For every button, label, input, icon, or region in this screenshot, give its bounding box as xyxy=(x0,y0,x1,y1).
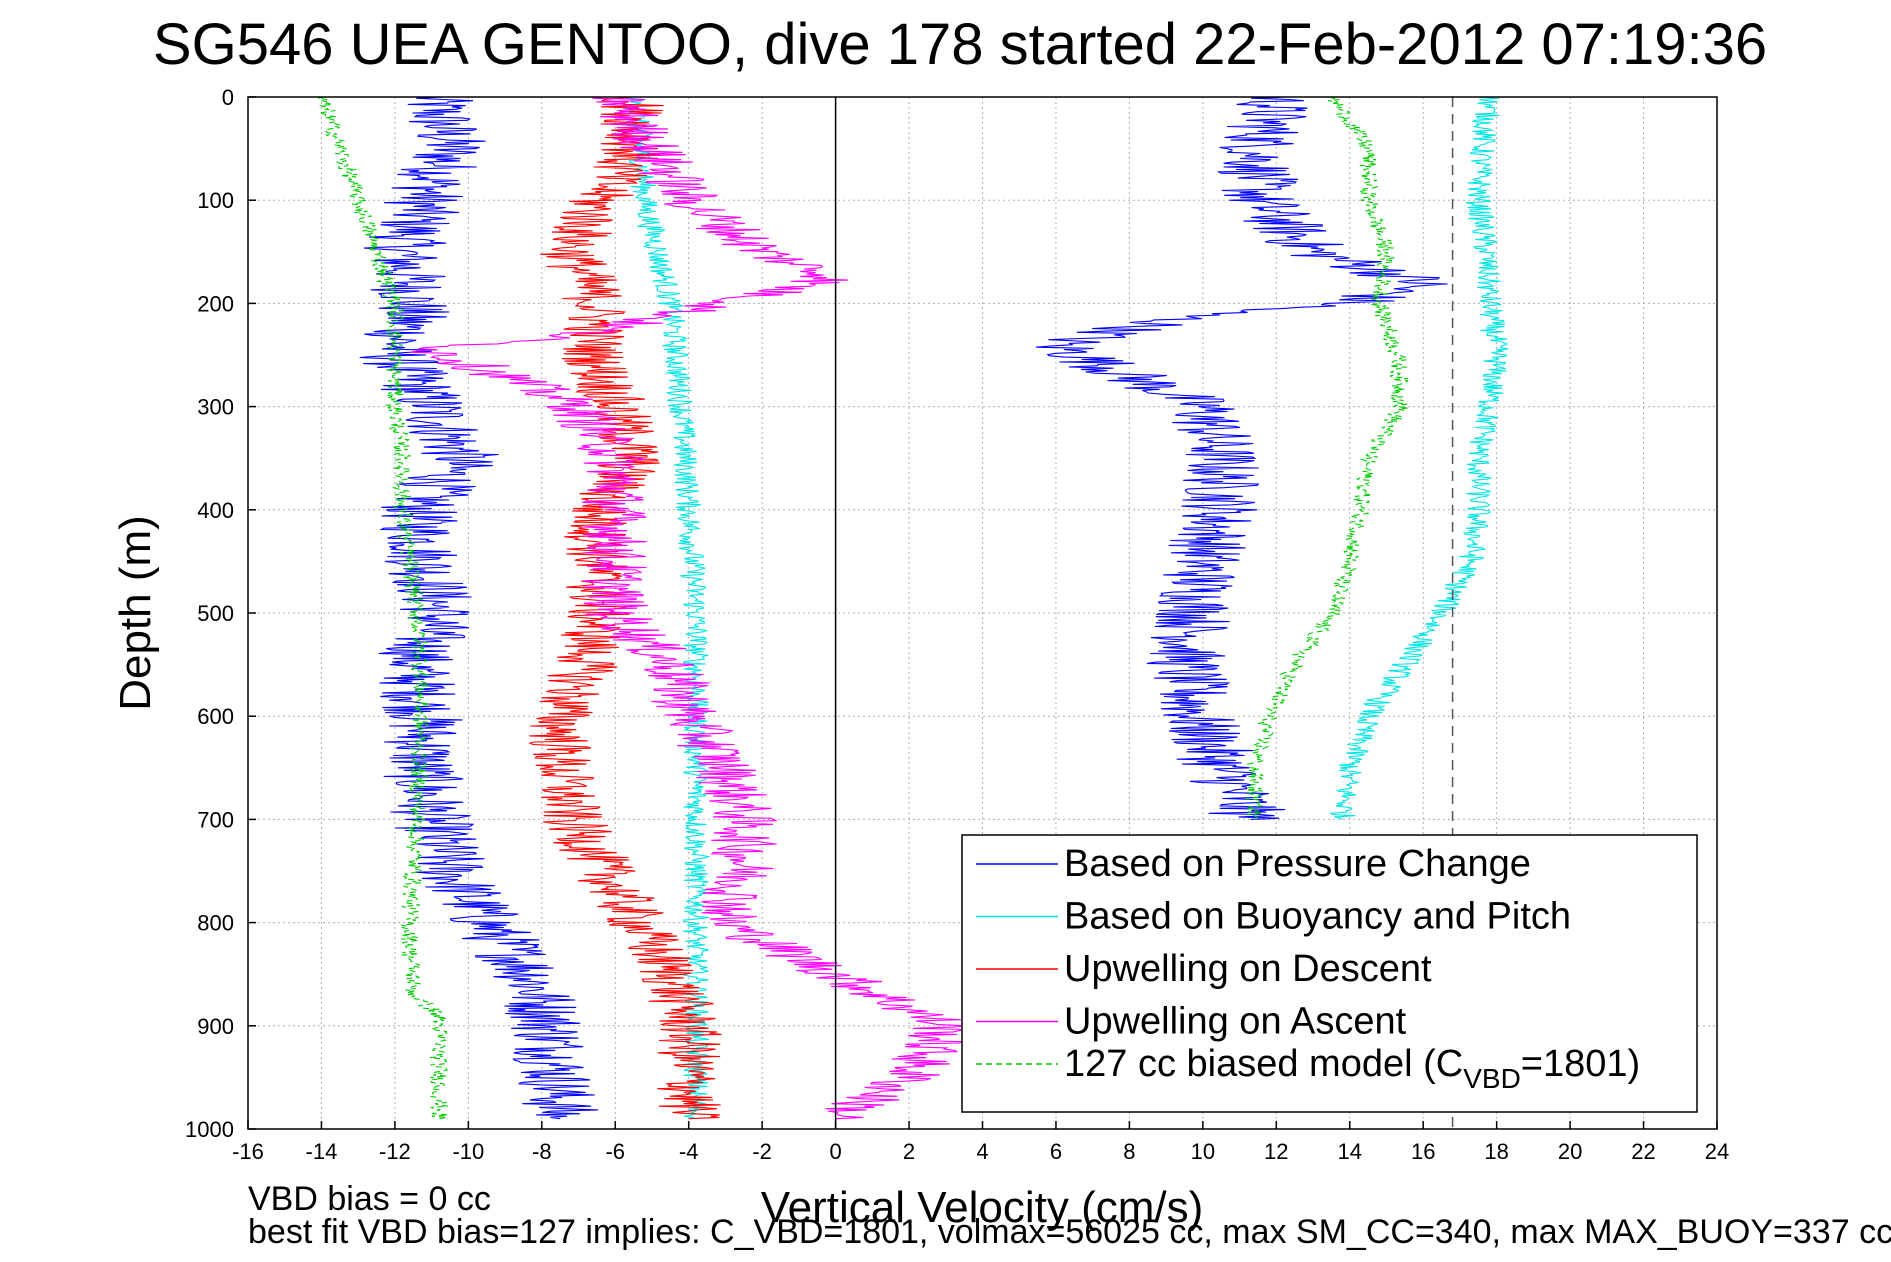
series-line-127-cc-biased-model-c-vbd-1801 xyxy=(1245,97,1409,820)
x-tick-label: 14 xyxy=(1338,1139,1362,1164)
y-tick-label: 700 xyxy=(197,807,234,832)
series-line-based-on-buoyancy-and-pitch xyxy=(622,97,711,1120)
x-tick-label: 22 xyxy=(1631,1139,1655,1164)
x-axis-ticks: -16 -14 -12 -10 -8 -6 -4 -2 0 2 4 6 8 10 12 14 16 18 20 22 2… xyxy=(232,1121,1729,1164)
x-tick-label: 18 xyxy=(1484,1139,1508,1164)
y-tick-label: 100 xyxy=(197,188,234,213)
legend-label: Based on Pressure Change xyxy=(1064,843,1531,885)
x-tick-label: -4 xyxy=(679,1139,699,1164)
data-series-group xyxy=(317,97,1509,1120)
y-tick-label: 0 xyxy=(222,85,234,110)
x-tick-label: -14 xyxy=(306,1139,338,1164)
footnote-vbd-bias: VBD bias = 0 cc xyxy=(248,1180,491,1218)
x-axis-label: Vertical Velocity (cm/s) xyxy=(761,1183,1204,1232)
x-tick-label: 8 xyxy=(1123,1139,1135,1164)
x-tick-label: 24 xyxy=(1705,1139,1729,1164)
x-tick-label: -16 xyxy=(232,1139,264,1164)
legend: Based on Pressure Change Based on Buoyanc… xyxy=(961,834,1698,1113)
x-tick-label: 0 xyxy=(829,1139,841,1164)
x-tick-label: 6 xyxy=(1050,1139,1062,1164)
series-line-127-cc-biased-model-c-vbd-1801 xyxy=(317,97,450,1120)
x-tick-label: -8 xyxy=(532,1139,552,1164)
legend-label: Upwelling on Descent xyxy=(1064,948,1432,990)
y-axis-ticks: 0 100 200 300 400 500 600 700 800 900 1000 xyxy=(185,85,256,1142)
series-line-based-on-buoyancy-and-pitch xyxy=(1329,97,1509,820)
series-line-upwelling-on-descent xyxy=(528,97,722,1120)
x-tick-label: 2 xyxy=(903,1139,915,1164)
footnote-best-fit: best fit VBD bias=127 implies: C_VBD=180… xyxy=(248,1213,1891,1251)
x-tick-label: -2 xyxy=(752,1139,772,1164)
y-tick-label: 300 xyxy=(197,395,234,420)
y-tick-label: 400 xyxy=(197,498,234,523)
x-tick-label: 20 xyxy=(1558,1139,1582,1164)
x-tick-label: 12 xyxy=(1264,1139,1288,1164)
y-tick-label: 800 xyxy=(197,911,234,936)
series-line-upwelling-on-ascent xyxy=(410,97,971,1120)
x-tick-label: 10 xyxy=(1191,1139,1215,1164)
x-tick-label: -12 xyxy=(379,1139,411,1164)
y-tick-label: 500 xyxy=(197,601,234,626)
legend-label: Based on Buoyancy and Pitch xyxy=(1064,896,1571,938)
y-axis-label: Depth (m) xyxy=(111,515,160,711)
series-line-based-on-pressure-change xyxy=(359,97,599,1120)
legend-label: Upwelling on Ascent xyxy=(1064,1001,1407,1043)
x-tick-label: 16 xyxy=(1411,1139,1435,1164)
x-tick-label: -10 xyxy=(452,1139,484,1164)
y-tick-label: 200 xyxy=(197,291,234,316)
chart-title: SG546 UEA GENTOO, dive 178 started 22-Fe… xyxy=(153,12,1767,77)
x-tick-label: -6 xyxy=(605,1139,625,1164)
x-tick-label: 4 xyxy=(976,1139,988,1164)
legend-label: 127 cc biased model (CVBD=1801) xyxy=(1064,1043,1640,1094)
legend-box xyxy=(961,834,1698,1113)
y-tick-label: 900 xyxy=(197,1014,234,1039)
y-tick-label: 1000 xyxy=(185,1117,234,1142)
y-tick-label: 600 xyxy=(197,704,234,729)
series-line-based-on-pressure-change xyxy=(1035,97,1448,820)
